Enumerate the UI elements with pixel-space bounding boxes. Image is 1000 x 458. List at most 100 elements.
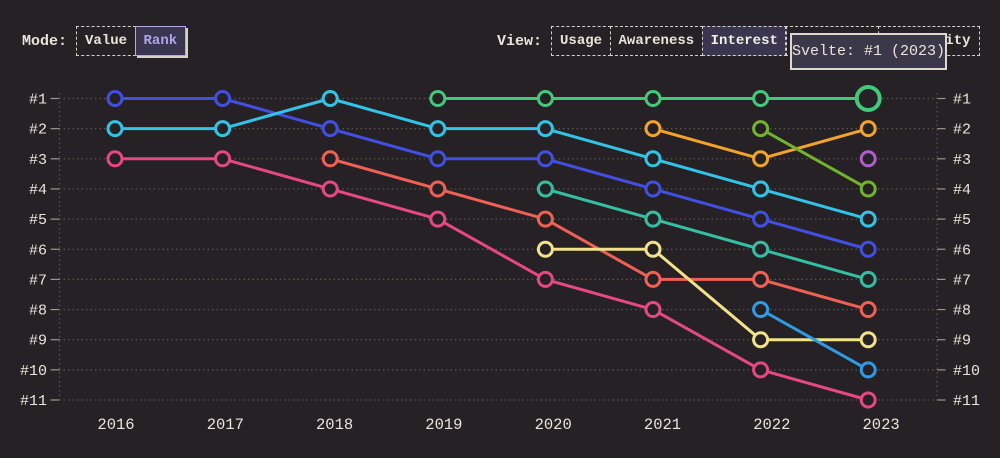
rank-point-line-sky-2022[interactable] [752,301,770,319]
rank-point-svelte-2020[interactable] [536,90,554,107]
rank-point-line-pink-2022[interactable] [752,361,770,379]
mode-label: Mode: [22,32,68,50]
rank-label-right-9: #9 [953,333,971,350]
rank-point-line-royal-blue-2023[interactable] [859,240,877,258]
rank-point-line-salmon-2023[interactable] [859,301,877,319]
rank-label-right-11: #11 [953,393,980,410]
year-label-2019: 2019 [425,416,462,434]
view-option-usage[interactable]: Usage [551,26,612,56]
rank-point-line-royal-blue-2019[interactable] [429,150,447,168]
series-line-line-salmon [328,157,870,312]
mode-option-rank[interactable]: Rank [134,26,187,56]
rank-label-right-5: #5 [953,212,971,229]
rank-label-left-7: #7 [29,272,47,289]
view-option-awareness[interactable]: Awareness [609,26,704,56]
rank-point-line-cyan-2020[interactable] [536,120,554,138]
rank-point-line-royal-blue-2020[interactable] [536,150,554,168]
rank-point-line-cyan-2022[interactable] [752,180,770,198]
rank-point-line-royal-blue-2016[interactable] [106,90,124,107]
rank-point-line-salmon-2018[interactable] [321,150,339,168]
year-label-2020: 2020 [535,416,572,434]
rank-point-line-pink-2020[interactable] [536,270,554,288]
rank-point-line-pink-2023[interactable] [859,391,877,409]
mode-control: Mode: Value Rank [22,26,187,56]
rank-point-line-orange-2022[interactable] [752,150,770,168]
series-line-line-sky [759,308,870,372]
rank-label-right-6: #6 [953,242,971,259]
mode-toggle: Value Rank [76,26,187,56]
rank-point-line-purple-2023[interactable] [859,150,877,168]
rank-point-line-teal-2021[interactable] [644,210,662,228]
rank-label-left-1: #1 [29,92,47,109]
rank-point-line-yellow-2020[interactable] [536,240,554,258]
series-line-line-cyan [113,97,870,221]
series-line-line-olive [759,127,870,191]
year-label-2022: 2022 [753,416,790,434]
rank-point-line-pink-2016[interactable] [106,150,124,168]
rank-label-right-1: #1 [953,92,971,109]
rank-point-line-pink-2021[interactable] [644,301,662,319]
rank-point-line-pink-2019[interactable] [429,210,447,228]
rank-label-right-2: #2 [953,122,971,139]
rank-point-line-salmon-2022[interactable] [752,270,770,288]
tooltip-text: Svelte: #1 (2023) [791,43,946,60]
rank-label-left-6: #6 [29,242,47,259]
year-label-2021: 2021 [644,416,681,434]
highlighted-point-svelte-2023[interactable] [854,85,882,112]
rank-label-right-4: #4 [953,182,971,199]
rank-point-line-royal-blue-2017[interactable] [214,90,232,107]
rank-point-line-salmon-2021[interactable] [644,270,662,288]
rank-point-line-orange-2023[interactable] [859,120,877,138]
year-label-2016: 2016 [97,416,134,434]
rank-point-line-yellow-2023[interactable] [859,331,877,349]
chart-tooltip: Svelte: #1 (2023) [790,33,947,70]
rank-label-left-2: #2 [29,122,47,139]
rank-point-line-yellow-2022[interactable] [752,331,770,349]
rank-point-line-salmon-2019[interactable] [429,180,447,198]
series-line-line-royal-blue [113,97,870,251]
year-label-2023: 2023 [862,416,899,434]
rank-point-line-orange-2021[interactable] [644,120,662,138]
rank-point-line-pink-2017[interactable] [214,150,232,168]
rank-point-line-cyan-2018[interactable] [321,90,339,107]
rank-point-line-salmon-2020[interactable] [536,210,554,228]
series-line-line-pink [113,157,870,402]
rank-label-left-3: #3 [29,152,47,169]
series-line-line-teal [543,187,870,281]
rank-label-right-8: #8 [953,303,971,320]
mode-option-value[interactable]: Value [76,26,137,56]
rank-point-line-teal-2020[interactable] [536,180,554,198]
rank-point-line-cyan-2023[interactable] [859,210,877,228]
rank-label-left-5: #5 [29,212,47,229]
rank-point-line-royal-blue-2018[interactable] [321,120,339,138]
rank-label-left-4: #4 [29,182,47,199]
rank-point-svelte-2021[interactable] [644,90,662,107]
rank-point-line-royal-blue-2022[interactable] [752,210,770,228]
rank-point-line-teal-2023[interactable] [859,270,877,288]
rank-label-left-10: #10 [20,363,47,380]
rank-point-svelte-2022[interactable] [752,90,770,107]
rank-point-line-olive-2023[interactable] [859,180,877,198]
rank-point-line-cyan-2016[interactable] [106,120,124,138]
rank-label-left-9: #9 [29,333,47,350]
rank-label-left-11: #11 [20,393,47,410]
year-label-2017: 2017 [207,416,244,434]
view-option-interest[interactable]: Interest [701,26,787,56]
rank-point-line-cyan-2021[interactable] [644,150,662,168]
rank-point-line-yellow-2021[interactable] [644,240,662,258]
rank-point-line-teal-2022[interactable] [752,240,770,258]
rank-point-line-pink-2018[interactable] [321,180,339,198]
rank-label-right-3: #3 [953,152,971,169]
rank-point-line-sky-2023[interactable] [859,361,877,379]
rank-point-line-cyan-2017[interactable] [214,120,232,138]
rank-label-right-7: #7 [953,272,971,289]
rank-point-line-olive-2022[interactable] [752,120,770,138]
rank-point-line-royal-blue-2021[interactable] [644,180,662,198]
rank-point-svelte-2019[interactable] [429,90,447,107]
year-label-2018: 2018 [316,416,353,434]
view-label: View: [497,32,543,50]
rank-point-line-cyan-2019[interactable] [429,120,447,138]
rank-label-right-10: #10 [953,363,980,380]
